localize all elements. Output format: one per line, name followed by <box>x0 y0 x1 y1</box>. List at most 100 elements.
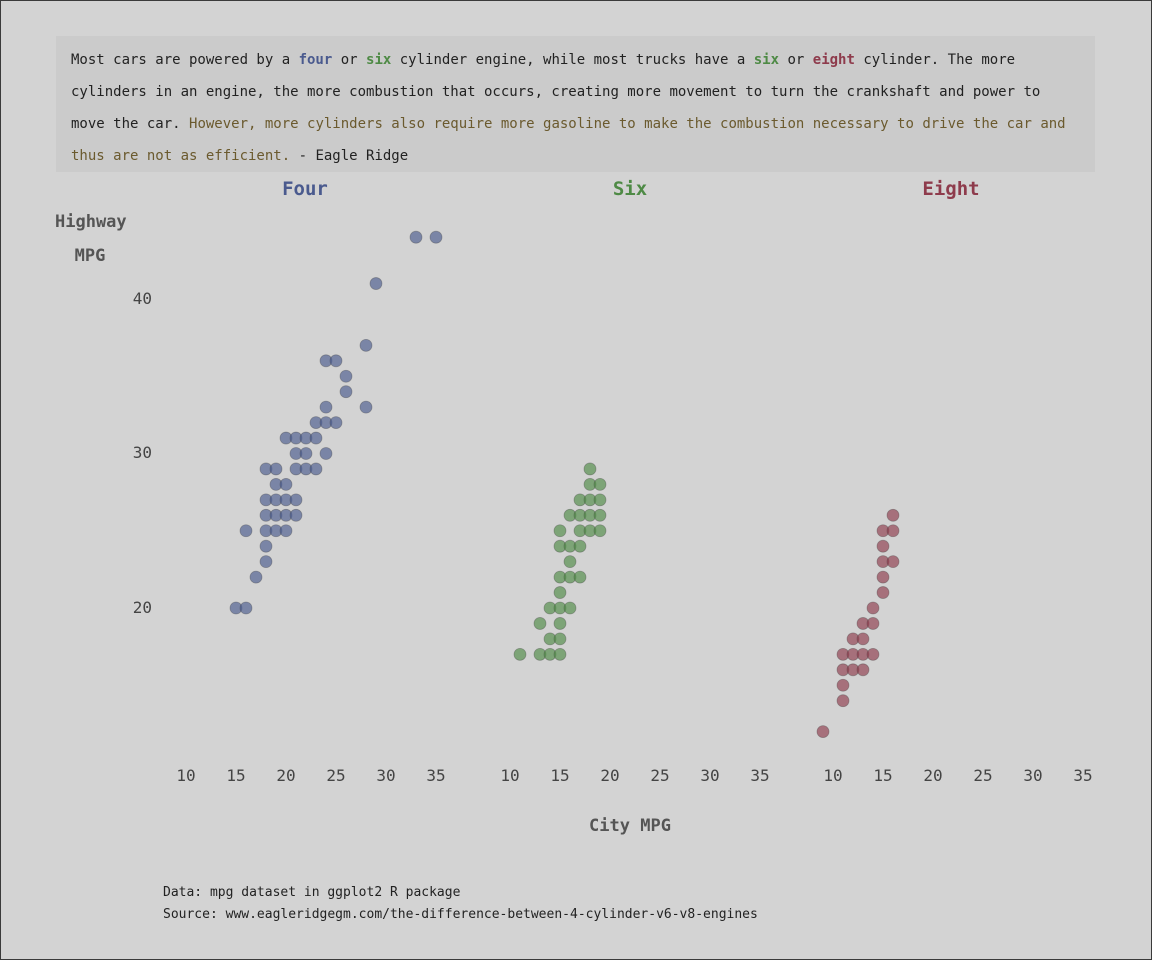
data-point <box>279 477 293 491</box>
facet-title-six: Six <box>612 178 648 200</box>
quote-text: cylinder. The more cylinders in an engin… <box>71 52 1041 132</box>
data-point <box>553 632 567 646</box>
data-point <box>239 601 253 615</box>
data-point <box>886 555 900 569</box>
data-point <box>339 369 353 383</box>
quote-six: six <box>753 52 780 68</box>
data-point <box>553 524 567 538</box>
data-point <box>866 647 880 661</box>
data-point <box>563 601 577 615</box>
x-tick-label: 35 <box>426 766 445 785</box>
data-point <box>593 493 607 507</box>
quote-text: cylinder engine, while most trucks have … <box>391 52 754 68</box>
y-axis-label-line2: MPG <box>74 246 106 266</box>
data-point <box>876 586 890 599</box>
data-point <box>886 508 900 522</box>
data-point <box>886 524 900 538</box>
data-point <box>533 617 547 630</box>
data-point <box>866 617 880 630</box>
data-point <box>269 462 283 476</box>
data-point <box>319 400 333 414</box>
data-point <box>309 462 323 476</box>
x-tick-label: 30 <box>700 766 719 785</box>
x-tick-label: 10 <box>176 766 195 785</box>
x-tick-label: 25 <box>326 766 345 785</box>
x-tick-label: 25 <box>650 766 669 785</box>
quote-attribution: - Eagle Ridge <box>290 148 409 164</box>
facet-four: 10 15 20 25 30 35 <box>176 230 446 785</box>
quote-highlight: However, more cylinders also require mor… <box>71 116 1066 164</box>
data-point <box>259 555 273 569</box>
data-point <box>573 539 587 553</box>
quote-text: or <box>332 52 367 68</box>
data-point <box>299 447 313 460</box>
x-tick-label: 20 <box>600 766 619 785</box>
caption-data: Data: mpg dataset in ggplot2 R package <box>163 885 461 900</box>
data-point <box>836 678 850 692</box>
x-tick-label: 10 <box>823 766 842 785</box>
x-tick-label: 10 <box>500 766 519 785</box>
data-point <box>359 338 373 352</box>
data-point <box>553 586 567 599</box>
x-tick-label: 15 <box>873 766 892 785</box>
x-axis-label: City MPG <box>589 816 671 836</box>
data-point <box>553 647 567 661</box>
x-tick-label: 20 <box>276 766 295 785</box>
quote-text: or <box>779 52 813 68</box>
x-tick-label: 30 <box>1023 766 1042 785</box>
data-point <box>409 230 423 244</box>
y-axis-label-line1: Highway <box>55 212 127 232</box>
data-point <box>369 277 383 290</box>
data-point <box>573 570 587 584</box>
data-point <box>593 524 607 538</box>
data-point <box>319 447 333 460</box>
quote-box: Most cars are powered by a four or six c… <box>56 36 1095 172</box>
y-tick-label: 20 <box>132 598 152 617</box>
data-point <box>289 493 303 507</box>
data-point <box>289 508 303 522</box>
data-point <box>876 539 890 553</box>
data-point <box>553 617 567 630</box>
data-point <box>279 524 293 538</box>
y-tick-label: 40 <box>132 289 152 308</box>
x-tick-label: 15 <box>550 766 569 785</box>
data-point <box>593 508 607 522</box>
data-point <box>329 354 343 368</box>
data-point <box>563 555 577 569</box>
data-point <box>259 539 273 553</box>
data-point <box>429 230 443 244</box>
data-point <box>583 462 597 476</box>
x-tick-label: 30 <box>376 766 395 785</box>
quote-four: four <box>298 52 333 68</box>
data-point <box>866 601 880 615</box>
quote-eight: eight <box>812 52 855 68</box>
data-point <box>249 570 263 584</box>
caption-source: Source: www.eagleridgegm.com/the-differe… <box>163 907 758 922</box>
data-point <box>339 385 353 399</box>
data-point <box>856 663 870 677</box>
facet-title-eight: Eight <box>922 178 980 200</box>
quote-six: six <box>366 52 392 68</box>
facet-eight: 10 15 20 25 30 35 <box>816 508 1093 785</box>
x-tick-label: 35 <box>750 766 769 785</box>
x-tick-label: 15 <box>226 766 245 785</box>
data-point <box>876 570 890 584</box>
x-tick-label: 20 <box>923 766 942 785</box>
x-tick-label: 25 <box>973 766 992 785</box>
quote-text: Most cars are powered by a <box>71 52 299 68</box>
y-tick-label: 30 <box>132 443 152 462</box>
facet-title-four: Four <box>282 178 328 200</box>
x-tick-label: 35 <box>1073 766 1092 785</box>
data-point <box>816 725 830 738</box>
data-point <box>239 524 253 538</box>
data-point <box>836 694 850 708</box>
data-point <box>513 647 527 661</box>
data-point <box>359 400 373 414</box>
data-point <box>309 431 323 445</box>
data-point <box>856 632 870 646</box>
data-point <box>593 477 607 491</box>
data-point <box>329 416 343 430</box>
facet-six: 10 15 20 25 30 35 <box>500 462 770 785</box>
y-axis-label: Highway MPG <box>55 205 127 273</box>
